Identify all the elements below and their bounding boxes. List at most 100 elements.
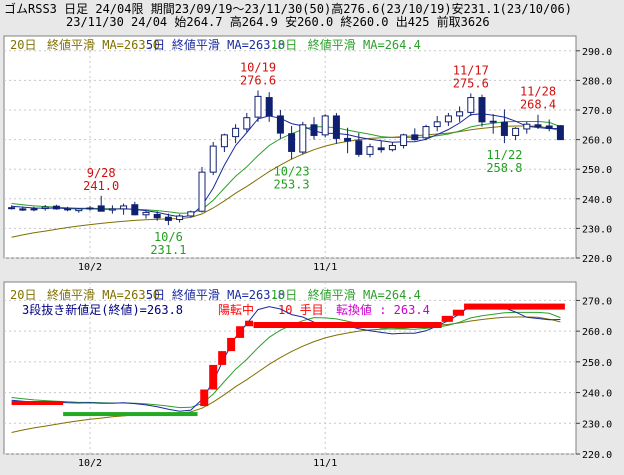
kagi-flat [253, 322, 442, 328]
ma-legend-text: 終値平滑 MA=263.0 [47, 287, 160, 302]
ma-legend-text: 終値平滑 MA=263.8 [172, 37, 285, 52]
candle-x-tick-label: 10/2 [78, 262, 102, 273]
ma-legend-name: 10日 [271, 288, 297, 302]
annotation-value: 275.6 [453, 76, 489, 90]
candle-up [120, 205, 128, 210]
annotation-date: 11/22 [486, 148, 522, 162]
annotation-date: 11/28 [520, 85, 556, 99]
header-line1: ゴムRSS3 日足 24/04限 期間23/09/19～23/11/30(50)… [4, 1, 572, 16]
annotation-date: 9/28 [87, 166, 116, 180]
candle-down [265, 97, 273, 117]
candle-up [142, 211, 150, 216]
kagi-block [218, 351, 227, 365]
kagi-status-line: 3段抜き新値足(終値)=263.8 陽転中 10 手目 転換値 : 263.4 [22, 302, 430, 317]
candle-up [75, 208, 83, 212]
candle-series [8, 90, 564, 226]
candle-up [254, 95, 262, 118]
kagi-title: 3段抜き新値足(終値)=263.8 [22, 302, 183, 317]
candle-up [86, 207, 94, 210]
annotation-date: 10/6 [154, 230, 183, 244]
annotation-value: 268.4 [520, 98, 556, 112]
kagi-x-tick-label: 10/2 [78, 458, 102, 469]
candle-down [556, 125, 564, 141]
candle-up [220, 134, 228, 148]
candle-down [288, 133, 296, 152]
candle-y-tick-label: 240.0 [582, 195, 612, 206]
ma-legend-name: 5日 [146, 288, 165, 302]
candle-down [52, 205, 60, 210]
ma-legend-text: 終値平滑 MA=264.4 [308, 287, 421, 302]
kagi-block [245, 320, 254, 327]
ma-legend-name: 20日 [10, 288, 36, 302]
candle-up [422, 126, 430, 139]
candle-up [176, 215, 184, 221]
annotation-date: 11/17 [453, 63, 489, 77]
candle-down [276, 115, 284, 134]
candle-down [332, 115, 340, 139]
candle-y-axis: 220.0 230.0 240.0 250.0 260.0 270.0 280.0 290.0 [576, 47, 612, 265]
candle-up [444, 115, 452, 123]
candle-up [512, 127, 520, 136]
kagi-trend: 陽転中 [218, 302, 254, 317]
candle-up [400, 134, 408, 147]
candle-up [433, 121, 441, 128]
candle-down [164, 216, 172, 221]
candle-up [243, 117, 251, 130]
candle-down [310, 124, 318, 136]
kagi-grid [4, 282, 576, 455]
candle-down [131, 204, 139, 216]
candle-y-tick-label: 290.0 [582, 47, 612, 58]
candle-up [523, 123, 531, 130]
kagi-block [200, 389, 209, 407]
kagi-segment [11, 401, 64, 406]
kagi-block [227, 337, 236, 352]
kagi-y-tick-label: 240.0 [582, 389, 612, 400]
ma20-line [11, 125, 561, 238]
candle-x-tick-label: 11/1 [313, 262, 337, 273]
ma-legend-text: 終値平滑 MA=264.4 [308, 37, 421, 52]
candle-up [187, 211, 195, 217]
kagi-y-tick-label: 270.0 [582, 296, 612, 307]
candle-up [321, 115, 329, 136]
candle-up [467, 97, 475, 113]
ma-legend-text: 終値平滑 MA=263.8 [172, 287, 285, 302]
kagi-y-axis: 220.0 230.0 240.0 250.0 260.0 270.0 [576, 296, 612, 461]
kagi-x-axis: 10/2 11/1 [78, 458, 337, 469]
candle-down [489, 120, 497, 123]
candle-down [545, 125, 553, 129]
kagi-y-tick-label: 220.0 [582, 450, 612, 461]
ma-legend-name: 10日 [271, 38, 297, 52]
candle-down [377, 147, 385, 151]
candle-down [153, 213, 161, 219]
candle-down [64, 208, 72, 211]
candle-down [478, 97, 486, 123]
candle-up [108, 208, 116, 211]
header-line2: 23/11/30 24/04 始264.7 高264.9 安260.0 終260… [66, 14, 490, 29]
candle-y-tick-label: 260.0 [582, 136, 612, 147]
candle-down [411, 134, 419, 141]
kagi-count: 10 手目 [278, 303, 324, 317]
candle-down [344, 137, 352, 142]
kagi-block [209, 364, 218, 390]
annotation-date: 10/23 [274, 164, 310, 178]
candle-y-tick-label: 230.0 [582, 224, 612, 235]
candle-y-tick-label: 280.0 [582, 76, 612, 87]
candle-up [299, 124, 307, 153]
annotation-date: 10/19 [240, 60, 276, 74]
candle-down [355, 140, 363, 155]
candle-down [500, 121, 508, 136]
candle-down [8, 207, 16, 210]
annotation-value: 276.6 [240, 73, 276, 87]
candle-up [366, 146, 374, 155]
candle-up [456, 111, 464, 117]
annotation-value: 231.1 [150, 243, 186, 257]
kagi-segment [63, 412, 198, 417]
annotation-value: 253.3 [274, 177, 310, 191]
candle-y-tick-label: 270.0 [582, 106, 612, 117]
kagi-flat [464, 303, 565, 310]
candle-up [232, 127, 240, 138]
